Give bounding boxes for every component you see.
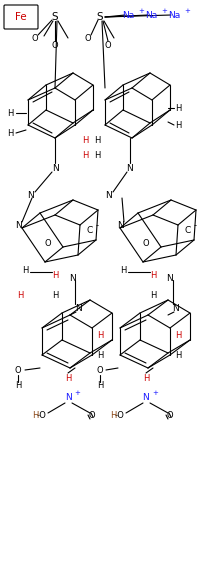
Text: H: H — [175, 103, 181, 112]
Text: O: O — [32, 34, 38, 42]
Text: H: H — [150, 290, 156, 299]
Text: N: N — [127, 163, 133, 172]
Text: N: N — [105, 191, 111, 199]
Text: -O: -O — [37, 410, 47, 419]
Text: N: N — [52, 163, 58, 172]
Text: Na: Na — [145, 11, 157, 19]
Text: +: + — [138, 8, 144, 14]
Text: Fe: Fe — [15, 12, 27, 22]
Text: H: H — [97, 330, 103, 339]
Text: N: N — [173, 303, 179, 312]
Text: O: O — [15, 366, 21, 375]
Text: -O: -O — [115, 410, 125, 419]
Text: H: H — [97, 380, 103, 389]
Text: H: H — [143, 373, 149, 383]
Text: H: H — [94, 135, 100, 145]
Text: H: H — [15, 380, 21, 389]
Text: N: N — [167, 273, 173, 282]
Text: H: H — [175, 121, 181, 129]
Text: O: O — [89, 410, 95, 419]
Text: O: O — [45, 239, 51, 248]
Text: S: S — [97, 12, 103, 22]
Text: H: H — [175, 350, 181, 359]
Text: H: H — [97, 350, 103, 359]
Text: N: N — [27, 191, 33, 199]
Text: O: O — [105, 41, 111, 49]
FancyBboxPatch shape — [4, 5, 38, 29]
Text: N: N — [15, 220, 21, 229]
Text: C: C — [185, 226, 191, 235]
Text: -: - — [193, 222, 196, 230]
Text: C: C — [87, 226, 93, 235]
Text: N: N — [143, 393, 149, 403]
Text: H: H — [94, 151, 100, 159]
Text: H: H — [17, 290, 23, 299]
Text: +: + — [184, 8, 190, 14]
Text: H: H — [32, 410, 38, 419]
Text: S: S — [52, 12, 58, 22]
Text: +: + — [161, 8, 167, 14]
Text: H: H — [52, 270, 58, 279]
Text: H: H — [175, 330, 181, 339]
Text: +: + — [74, 390, 80, 396]
Text: N: N — [117, 220, 123, 229]
Text: O: O — [97, 366, 103, 375]
Text: O: O — [52, 41, 58, 49]
Text: N: N — [75, 303, 81, 312]
Text: N: N — [69, 273, 75, 282]
Text: H: H — [82, 151, 88, 159]
Text: O: O — [143, 239, 149, 248]
Text: H: H — [52, 290, 58, 299]
Text: H: H — [7, 109, 13, 118]
Text: -: - — [96, 222, 98, 230]
Text: +: + — [152, 390, 158, 396]
Text: O: O — [85, 34, 91, 42]
Text: N: N — [65, 393, 71, 403]
Text: Na: Na — [122, 11, 134, 19]
Text: H: H — [65, 373, 71, 383]
Text: O: O — [167, 410, 173, 419]
Text: H: H — [82, 135, 88, 145]
Text: H: H — [22, 266, 28, 275]
Text: H: H — [7, 129, 13, 138]
Text: H: H — [110, 410, 116, 419]
Text: H: H — [150, 270, 156, 279]
Text: Na: Na — [168, 11, 180, 19]
Text: H: H — [120, 266, 126, 275]
